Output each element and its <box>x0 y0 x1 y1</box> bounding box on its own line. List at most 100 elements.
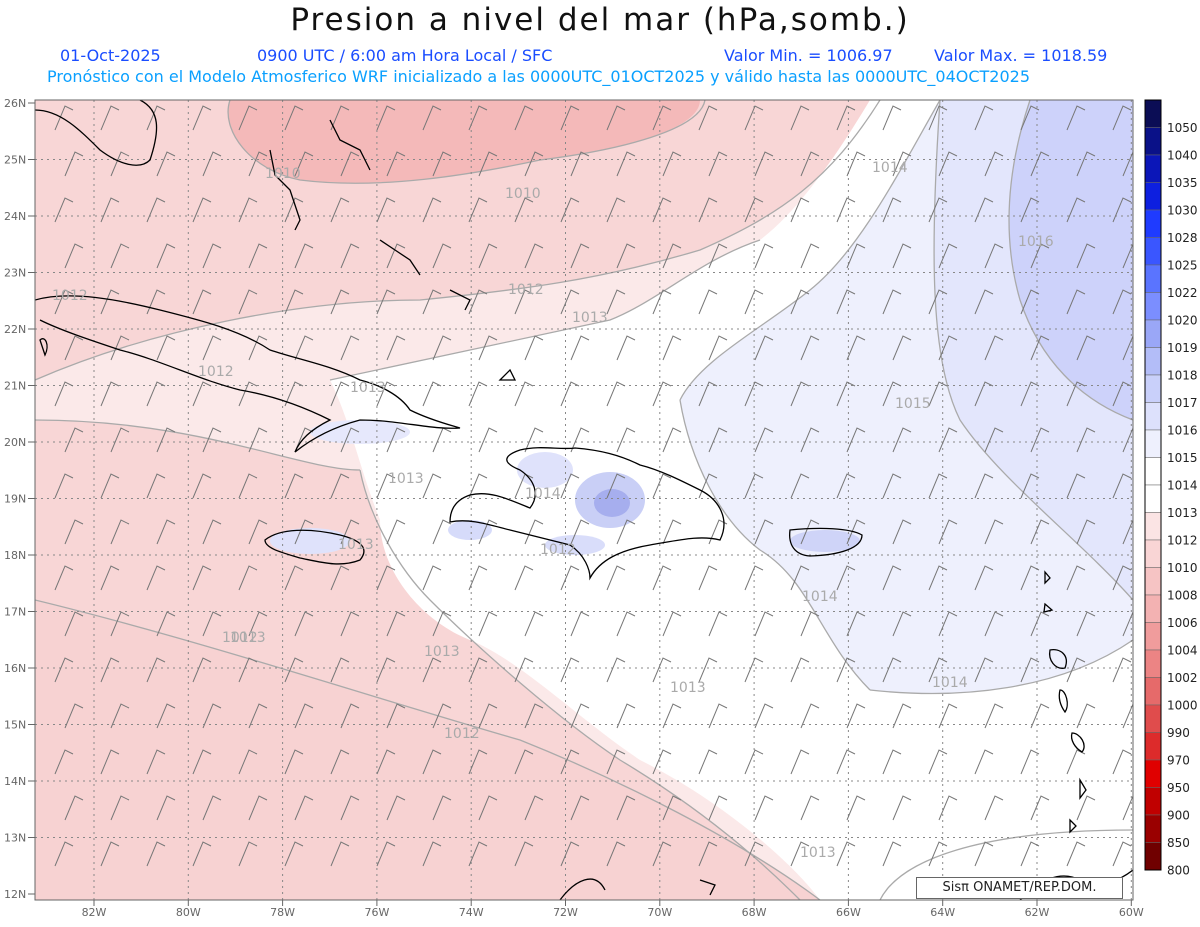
colorbar-swatch <box>1144 99 1162 128</box>
wind-barb <box>468 473 488 499</box>
wind-barb <box>928 749 948 775</box>
wind-barb <box>330 289 350 315</box>
wind-barb <box>984 243 1004 269</box>
wind-barb <box>524 335 544 361</box>
wind-barb <box>754 151 774 177</box>
wind-barb <box>882 381 902 407</box>
wind-barb <box>524 151 544 177</box>
wind-barb <box>1066 289 1086 315</box>
wind-barb <box>652 565 672 591</box>
wind-barb <box>386 151 406 177</box>
wind-barb <box>846 243 866 269</box>
wind-barb <box>294 795 314 821</box>
wind-barb <box>652 749 672 775</box>
wind-barb <box>248 795 268 821</box>
wind-barb <box>892 335 912 361</box>
wind-barb <box>156 611 176 637</box>
colorbar-swatch <box>1144 374 1162 403</box>
wind-barb <box>422 657 442 683</box>
wind-barb <box>984 611 1004 637</box>
wind-barb <box>928 841 948 867</box>
wind-barb <box>928 197 948 223</box>
wind-barb <box>846 611 866 637</box>
wind-barb <box>984 335 1004 361</box>
wind-barb <box>836 381 856 407</box>
wind-barb <box>64 703 84 729</box>
wind-barb <box>376 749 396 775</box>
wind-barb <box>892 519 912 545</box>
wind-barb <box>422 841 442 867</box>
wind-barb <box>846 703 866 729</box>
wind-barb <box>744 841 764 867</box>
colorbar-swatch <box>1144 154 1162 183</box>
wind-barb <box>984 703 1004 729</box>
wind-barb <box>1020 565 1040 591</box>
wind-barb <box>1030 795 1050 821</box>
max-value: Valor Max. = 1018.59 <box>934 46 1108 65</box>
wind-barb <box>422 381 442 407</box>
wind-barb <box>64 795 84 821</box>
wind-barb <box>478 151 498 177</box>
map-title: Presion a nivel del mar (hPa,somb.) <box>290 2 910 38</box>
wind-barb <box>478 335 498 361</box>
wind-barb <box>238 473 258 499</box>
wind-barb <box>800 611 820 637</box>
wind-barb <box>248 611 268 637</box>
wind-barb <box>192 105 212 131</box>
contour-label: 1014 <box>872 160 908 176</box>
wind-barb <box>1112 841 1132 867</box>
wind-barb <box>192 657 212 683</box>
wind-barb <box>754 519 774 545</box>
wind-barb <box>524 795 544 821</box>
wind-barb <box>1030 151 1050 177</box>
wind-barb <box>54 197 74 223</box>
wind-barb <box>928 105 948 131</box>
wind-barb <box>202 243 222 269</box>
wind-barb <box>524 243 544 269</box>
contour-label: 1013 <box>338 537 374 553</box>
colorbar-swatch <box>1144 787 1162 816</box>
wind-barb <box>294 335 314 361</box>
wind-barb <box>698 197 718 223</box>
lat-label: 24N <box>4 210 26 223</box>
colorbar-label: 1010 <box>1167 561 1198 575</box>
colorbar-label: 1008 <box>1167 589 1198 603</box>
wind-barb <box>468 197 488 223</box>
wind-barb <box>1066 197 1086 223</box>
wind-barb <box>100 841 120 867</box>
wind-barb <box>478 427 498 453</box>
colorbar-swatch <box>1144 237 1162 266</box>
longitude-labels: 82W 80W 78W 76W 74W 72W 70W 68W 66W 64W 62W 60W <box>82 900 1144 919</box>
colorbar-label: 1019 <box>1167 341 1198 355</box>
wind-barb <box>100 105 120 131</box>
wind-barb <box>882 473 902 499</box>
colorbar-swatch <box>1144 429 1162 458</box>
wind-barb <box>938 335 958 361</box>
colorbar-swatch <box>1144 732 1162 761</box>
colorbar-label: 1014 <box>1167 479 1198 493</box>
wind-barb <box>606 841 626 867</box>
wind-barb <box>570 243 590 269</box>
wind-barb <box>616 703 636 729</box>
wind-barb <box>514 381 534 407</box>
wind-barb <box>662 703 682 729</box>
wind-barb <box>432 795 452 821</box>
contour-label: 1012 <box>444 726 480 742</box>
wind-barb <box>744 749 764 775</box>
wind-barb <box>836 749 856 775</box>
wind-barb <box>1112 749 1132 775</box>
wind-barb <box>514 197 534 223</box>
wind-barb <box>1020 381 1040 407</box>
wind-barb <box>100 197 120 223</box>
wind-barb <box>202 427 222 453</box>
lat-label: 19N <box>4 493 26 506</box>
wind-barb <box>146 105 166 131</box>
colorbar-label: 1018 <box>1167 369 1198 383</box>
wind-barb <box>156 427 176 453</box>
wind-barb <box>514 289 534 315</box>
colorbar-label: 990 <box>1167 726 1190 740</box>
wind-barb <box>64 611 84 637</box>
wind-barb <box>744 473 764 499</box>
wind-barb <box>560 197 580 223</box>
wind-barb <box>284 197 304 223</box>
